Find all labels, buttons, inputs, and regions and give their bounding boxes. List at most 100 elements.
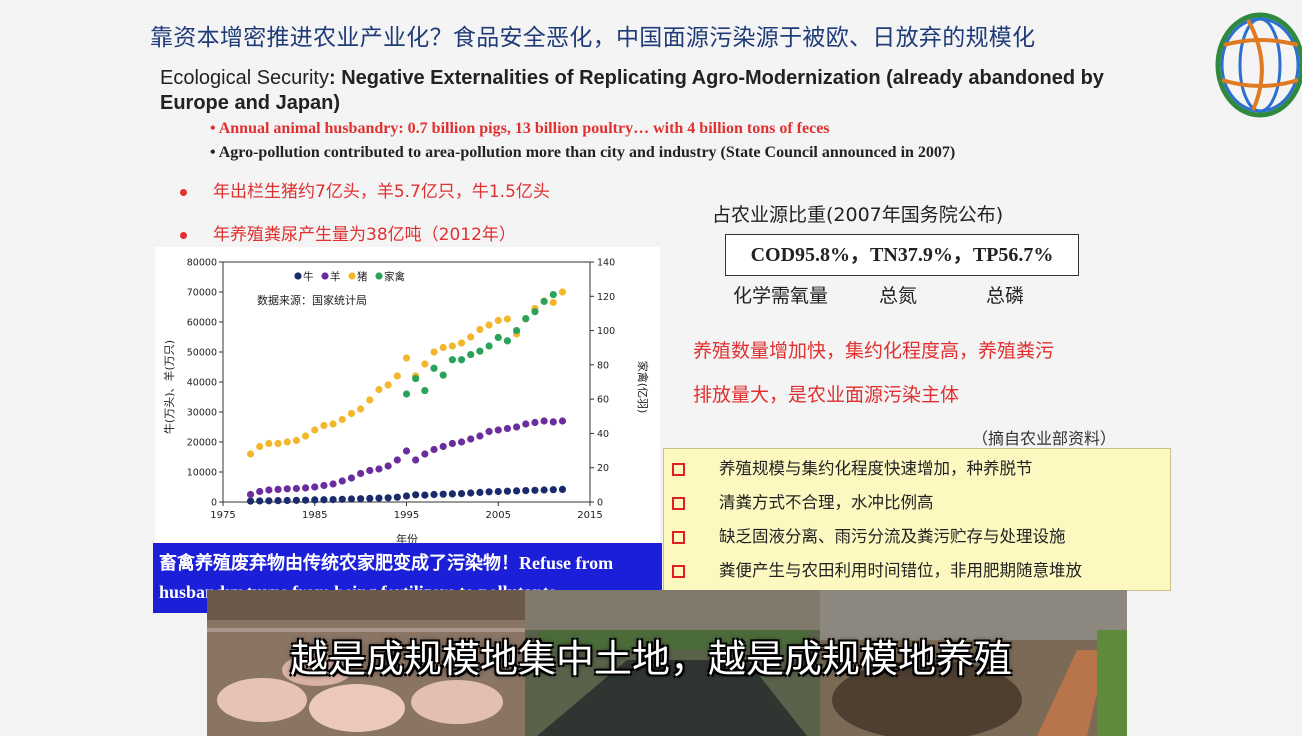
data-point	[292, 484, 300, 493]
data-point	[494, 333, 502, 342]
data-point	[274, 439, 282, 448]
data-point	[558, 417, 567, 425]
data-point	[384, 462, 392, 470]
data-point	[384, 381, 392, 389]
eco-prefix: Ecological Security	[160, 67, 329, 89]
data-point	[485, 342, 493, 350]
manure-pile-photo	[820, 590, 1127, 736]
data-point	[503, 487, 512, 495]
data-point	[448, 439, 456, 448]
data-point	[430, 364, 438, 372]
data-point	[311, 426, 319, 434]
bullet-livestock-text: 年出栏生猪约7亿头，羊5.7亿只，牛1.5亿头	[213, 182, 550, 202]
data-point	[513, 326, 521, 335]
chart-ylabel-left: 牛(万头)、羊(万只)	[162, 340, 176, 434]
y-right-tick-label: 60	[597, 395, 609, 406]
data-point	[503, 424, 512, 433]
data-point	[412, 374, 420, 383]
y-left-tick-label: 60000	[187, 318, 217, 329]
data-point	[301, 484, 310, 492]
data-point	[485, 321, 493, 329]
chart-ylabel-right: 家禽(亿羽)	[636, 361, 650, 414]
checkbox-square-icon	[672, 463, 685, 476]
refuse-line-1: 畜禽养殖废弃物由传统农家肥变成了污染物！Refuse from	[159, 553, 614, 573]
data-point	[402, 447, 411, 455]
data-point	[338, 495, 346, 503]
share-label-cod: 化学需氧量	[733, 285, 829, 307]
data-point	[531, 486, 539, 494]
data-point	[256, 497, 264, 505]
data-point	[366, 494, 374, 502]
data-point	[448, 342, 456, 350]
data-point	[503, 337, 512, 345]
data-point	[558, 485, 567, 493]
chart-xlabel: 年份	[396, 532, 418, 546]
data-point	[311, 496, 319, 504]
data-point	[384, 494, 392, 502]
ecological-security-heading: Ecological Security: Negative Externalit…	[160, 66, 1160, 116]
legend-label: 牛	[303, 270, 314, 283]
legend-marker	[294, 272, 302, 280]
y-left-tick-label: 80000	[187, 258, 217, 269]
eco-colon: :	[328, 67, 336, 89]
x-tick-label: 2005	[486, 510, 511, 521]
data-point	[292, 436, 300, 445]
y-right-tick-label: 140	[597, 258, 615, 269]
y-right-tick-label: 120	[597, 292, 615, 303]
data-point	[412, 491, 420, 499]
data-point	[246, 490, 255, 499]
data-point	[457, 490, 466, 498]
data-point	[256, 487, 264, 496]
data-point	[485, 427, 493, 436]
legend-label: 羊	[330, 270, 341, 283]
data-point	[558, 288, 567, 296]
data-point	[274, 497, 282, 505]
data-point	[467, 435, 475, 443]
livestock-chart: 1975 1985 1995 2005 201501000020000300004000…	[155, 247, 660, 547]
data-point	[320, 496, 328, 504]
series-羊	[246, 417, 567, 499]
reason-item: 缺乏固液分离、雨污分流及粪污贮存与处理设施	[672, 523, 1066, 555]
data-point	[265, 486, 273, 494]
red-statement-line-2: 排放量大，是农业面源污染主体	[693, 384, 960, 406]
bullet-manure-text: 年养殖粪尿产生量为38亿吨（2012年）	[213, 225, 516, 245]
data-point	[476, 488, 484, 496]
legend-marker	[375, 272, 383, 280]
data-point	[513, 487, 521, 495]
data-point	[246, 450, 255, 458]
data-point	[421, 450, 429, 458]
data-point	[402, 492, 411, 500]
data-point	[531, 418, 539, 427]
x-tick-label: 1995	[394, 510, 419, 521]
data-point	[375, 385, 383, 394]
data-point	[265, 439, 273, 448]
y-left-tick-label: 0	[211, 498, 217, 509]
data-point	[457, 339, 466, 347]
data-point	[329, 480, 337, 488]
data-point	[503, 315, 512, 323]
data-point	[421, 360, 429, 368]
data-point	[256, 442, 264, 451]
bullet-animal-husbandry: • Annual animal husbandry: 0.7 billion p…	[210, 120, 830, 137]
data-point	[329, 420, 337, 428]
data-point	[448, 490, 456, 498]
video-subtitle: 越是成规模地集中土地，越是成规模地养殖	[289, 637, 1012, 681]
data-point	[366, 466, 374, 475]
data-point	[522, 487, 530, 495]
y-right-tick-label: 0	[597, 498, 603, 509]
data-point	[265, 497, 273, 505]
data-point	[393, 493, 401, 501]
slide-title: 靠资本增密推进农业产业化？食品安全恶化，中国面源污染源于被欧、日放弃的规模化	[150, 25, 1036, 51]
bullet-livestock-count: 年出栏生猪约7亿头，羊5.7亿只，牛1.5亿头	[180, 177, 550, 202]
data-point	[522, 420, 530, 428]
data-point	[494, 316, 502, 325]
eco-heading-text: Negative Externalities of Replicating Ag…	[160, 67, 1104, 114]
data-point	[448, 356, 456, 364]
data-point	[467, 333, 475, 341]
data-point	[439, 343, 447, 352]
data-point	[320, 481, 328, 490]
y-left-tick-label: 20000	[187, 438, 217, 449]
share-label-tn: 总氮	[879, 285, 918, 307]
y-left-tick-label: 70000	[187, 288, 217, 299]
chart-source-label: 数据来源：国家统计局	[257, 293, 367, 307]
